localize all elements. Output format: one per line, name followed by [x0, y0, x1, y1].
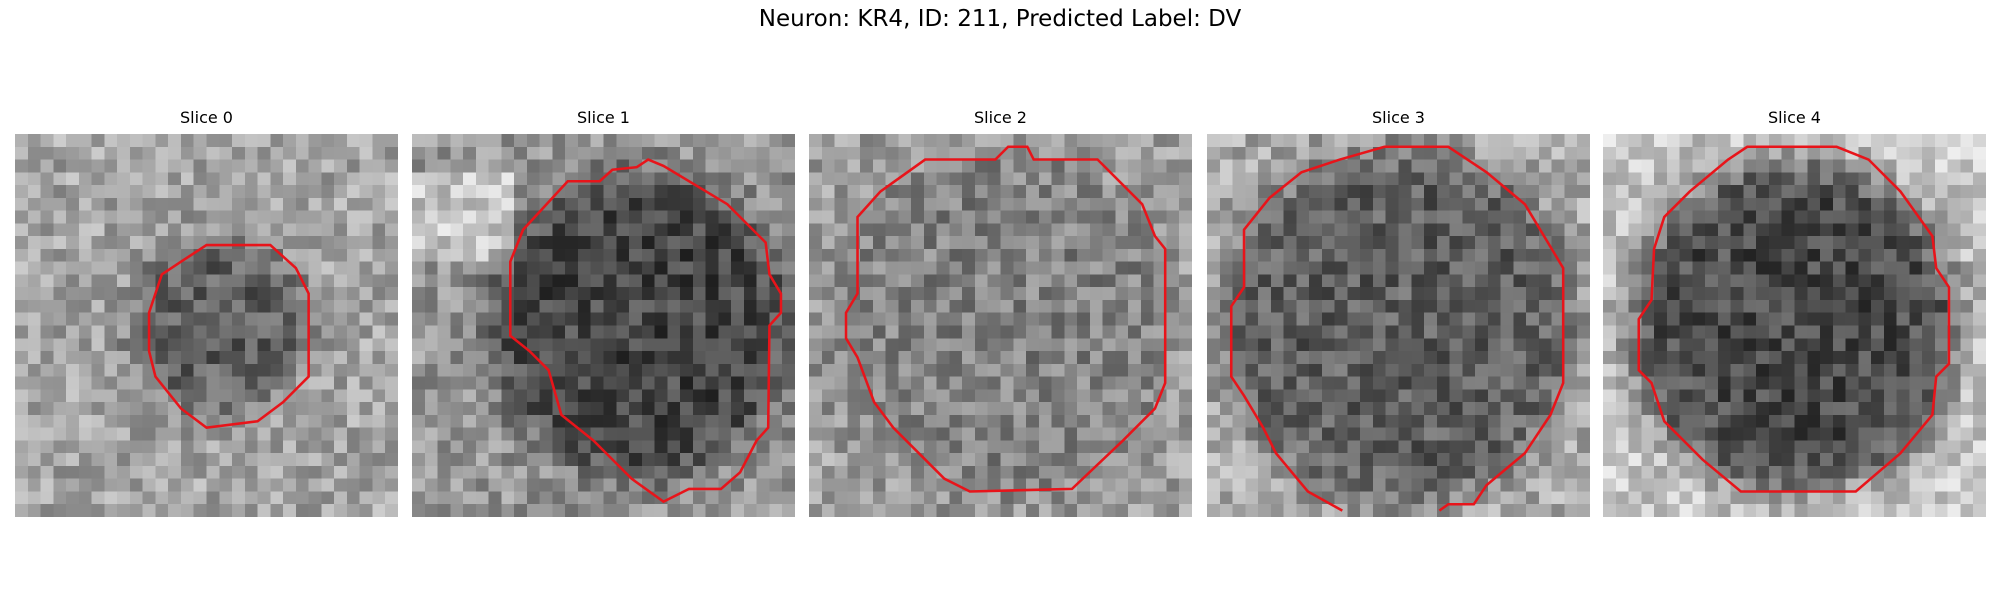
- roi-contour: [147, 243, 310, 429]
- panel-title: Slice 0: [180, 108, 233, 127]
- roi-contour: [509, 158, 783, 504]
- roi-contour: [1229, 145, 1565, 512]
- panel-title: Slice 2: [974, 108, 1027, 127]
- panel-title: Slice 3: [1372, 108, 1425, 127]
- slice-image: [1207, 134, 1590, 517]
- slice-image: [412, 134, 795, 517]
- panel-title: Slice 1: [577, 108, 630, 127]
- slice-image: [1603, 134, 1986, 517]
- slice-image: [809, 134, 1192, 517]
- roi-contour: [1637, 145, 1951, 493]
- roi-contour: [844, 145, 1167, 493]
- figure-title: Neuron: KR4, ID: 211, Predicted Label: D…: [758, 6, 1242, 32]
- slice-image: [15, 134, 398, 517]
- panel-title: Slice 4: [1768, 108, 1821, 127]
